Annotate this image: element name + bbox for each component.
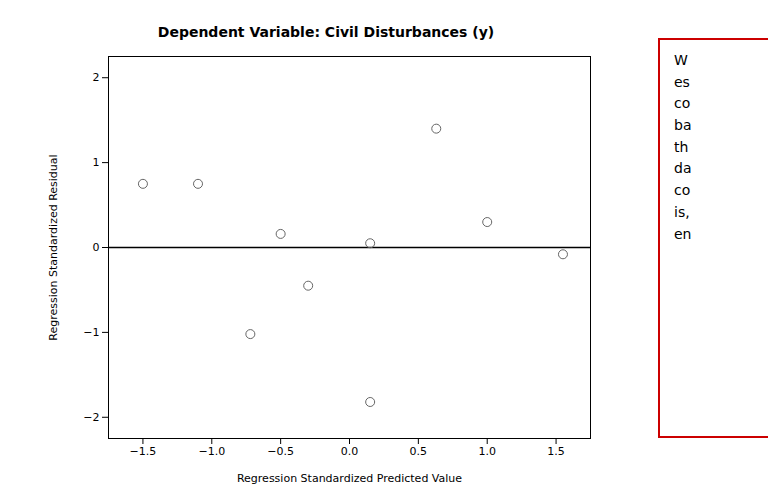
svg-text:−1: −1 <box>83 326 99 339</box>
svg-text:1: 1 <box>93 156 100 169</box>
html-text:W es co ba th da co is, en: W es co ba th da co is, en <box>674 52 692 242</box>
html-text:Dependent Variable: Civil Dist: Dependent Variable: Civil Disturbances (… <box>157 24 495 40</box>
svg-text:1.5: 1.5 <box>547 445 565 458</box>
svg-text:2: 2 <box>93 71 100 84</box>
svg-text:−1.5: −1.5 <box>130 445 157 458</box>
svg-text:0.5: 0.5 <box>410 445 428 458</box>
svg-text:0.0: 0.0 <box>341 445 359 458</box>
svg-text:−0.5: −0.5 <box>267 445 294 458</box>
svg-text:Regression Standardized Predic: Regression Standardized Predicted Value <box>237 472 462 485</box>
svg-text:Regression Standardized Residu: Regression Standardized Residual <box>47 154 60 340</box>
svg-text:−1.0: −1.0 <box>198 445 225 458</box>
svg-text:−2: −2 <box>83 411 99 424</box>
svg-text:1.0: 1.0 <box>478 445 496 458</box>
svg-text:0: 0 <box>93 241 100 254</box>
